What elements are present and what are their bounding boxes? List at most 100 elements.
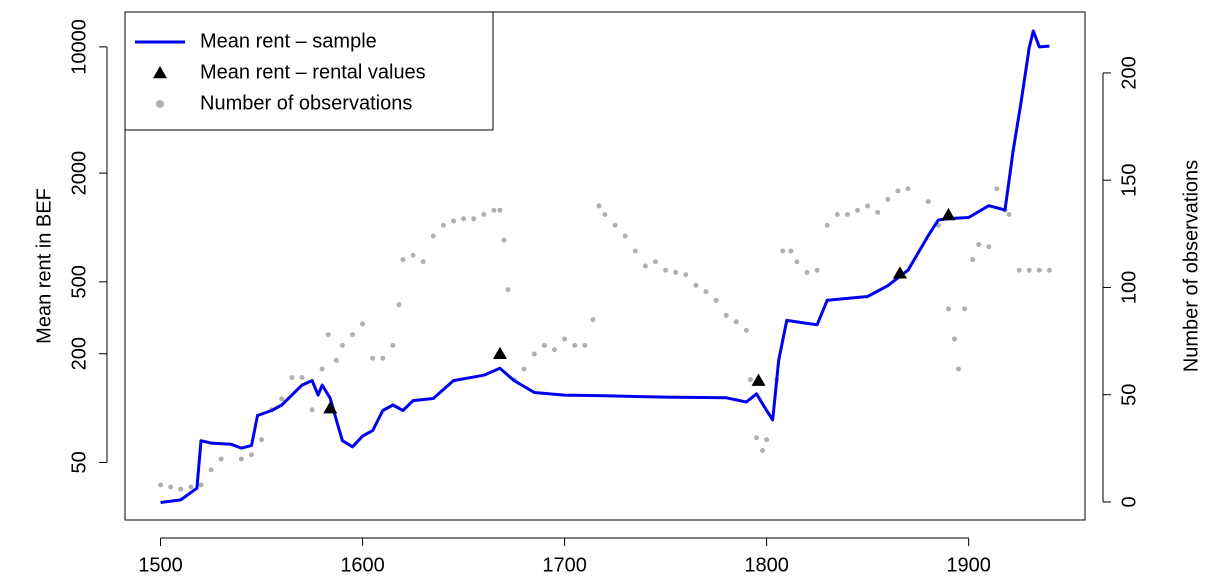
obs-dot bbox=[673, 269, 679, 275]
obs-dot bbox=[400, 257, 406, 263]
y2-tick-label: 0 bbox=[1118, 496, 1140, 507]
x-tick-label: 1900 bbox=[946, 554, 991, 576]
y-tick-label: 200 bbox=[68, 337, 90, 370]
obs-dot bbox=[844, 212, 850, 218]
obs-dot bbox=[208, 467, 214, 473]
legend-key bbox=[153, 66, 167, 79]
rent-triangle bbox=[323, 401, 338, 414]
obs-dot bbox=[788, 248, 794, 254]
obs-dot bbox=[158, 482, 164, 488]
obs-dot bbox=[471, 216, 477, 222]
obs-dot bbox=[804, 269, 810, 275]
obs-dot bbox=[339, 342, 345, 348]
plot-frame bbox=[124, 11, 1086, 521]
obs-dot bbox=[794, 259, 800, 265]
obs-dot bbox=[612, 222, 618, 228]
y-tick-label: 2000 bbox=[68, 151, 90, 196]
rent-triangle bbox=[751, 373, 766, 386]
obs-dot bbox=[505, 287, 511, 293]
obs-dot bbox=[596, 203, 602, 209]
obs-dot bbox=[743, 327, 749, 333]
x-tick-label: 1800 bbox=[744, 554, 789, 576]
obs-dot bbox=[309, 407, 315, 413]
obs-dot bbox=[602, 212, 608, 218]
obs-dot bbox=[531, 351, 537, 357]
legend-label: Mean rent – rental values bbox=[200, 61, 426, 83]
obs-dot bbox=[218, 456, 224, 462]
obs-dot bbox=[450, 218, 456, 224]
obs-dot bbox=[713, 297, 719, 303]
y2-tick-label: 50 bbox=[1118, 384, 1140, 406]
obs-dot bbox=[333, 357, 339, 363]
obs-dot bbox=[642, 263, 648, 269]
obs-dot bbox=[663, 267, 669, 273]
y-tick-label: 10000 bbox=[68, 19, 90, 75]
obs-dot bbox=[349, 332, 355, 338]
y-tick-label: 50 bbox=[68, 451, 90, 473]
obs-dot bbox=[248, 452, 254, 458]
obs-dot bbox=[1036, 267, 1042, 273]
obs-dot bbox=[188, 484, 194, 490]
obs-dot bbox=[885, 196, 891, 202]
obs-dot bbox=[390, 342, 396, 348]
obs-dot bbox=[370, 355, 376, 361]
obs-dot bbox=[325, 332, 331, 338]
obs-dot bbox=[970, 257, 976, 263]
obs-dot bbox=[521, 366, 527, 372]
obs-dot bbox=[747, 377, 753, 383]
y2-tick-label: 100 bbox=[1118, 271, 1140, 304]
obs-dot bbox=[895, 188, 901, 194]
obs-dot bbox=[582, 342, 588, 348]
obs-dot bbox=[703, 289, 709, 295]
legend-label: Number of observations bbox=[200, 92, 412, 114]
obs-dot bbox=[764, 437, 770, 443]
obs-dot bbox=[541, 342, 547, 348]
obs-dot bbox=[834, 212, 840, 218]
obs-dot bbox=[855, 207, 861, 213]
obs-dot bbox=[875, 209, 881, 215]
x-tick-label: 1700 bbox=[542, 554, 587, 576]
obs-dot bbox=[380, 355, 386, 361]
obs-dot bbox=[360, 321, 366, 327]
obs-dot bbox=[440, 222, 446, 228]
x-tick-label: 1600 bbox=[340, 554, 385, 576]
obs-dot bbox=[279, 396, 285, 402]
obs-dot bbox=[945, 306, 951, 312]
obs-dot bbox=[178, 486, 184, 492]
x-tick-label: 1500 bbox=[138, 554, 183, 576]
obs-dot bbox=[733, 319, 739, 325]
rent-triangle bbox=[892, 266, 907, 279]
rent-triangle bbox=[492, 346, 507, 359]
obs-dot bbox=[814, 267, 820, 273]
obs-dot bbox=[622, 233, 628, 239]
y2-tick-label: 200 bbox=[1118, 56, 1140, 89]
obs-dot bbox=[951, 336, 957, 342]
obs-dot bbox=[956, 366, 962, 372]
obs-dot bbox=[396, 302, 402, 308]
obs-dot bbox=[501, 237, 507, 243]
obs-dot bbox=[780, 248, 786, 254]
rent-line bbox=[160, 29, 1050, 504]
obs-dot bbox=[1006, 212, 1012, 218]
legend-label: Mean rent – sample bbox=[200, 30, 377, 52]
obs-dot bbox=[168, 484, 174, 490]
obs-dot bbox=[994, 186, 1000, 192]
obs-dot bbox=[420, 259, 426, 265]
obs-dot bbox=[986, 244, 992, 250]
obs-dot bbox=[824, 222, 830, 228]
y2-tick-label: 150 bbox=[1118, 164, 1140, 197]
y-tick-label: 500 bbox=[68, 265, 90, 298]
obs-dot bbox=[723, 312, 729, 318]
obs-dot bbox=[491, 207, 497, 213]
obs-dot bbox=[653, 259, 659, 265]
obs-dot bbox=[865, 203, 871, 209]
obs-dot bbox=[299, 375, 305, 381]
obs-dot bbox=[259, 437, 265, 443]
obs-dot bbox=[925, 199, 931, 205]
obs-dot bbox=[572, 342, 578, 348]
obs-dot bbox=[1026, 267, 1032, 273]
obs-dot bbox=[289, 375, 295, 381]
rent-triangle bbox=[941, 208, 956, 221]
